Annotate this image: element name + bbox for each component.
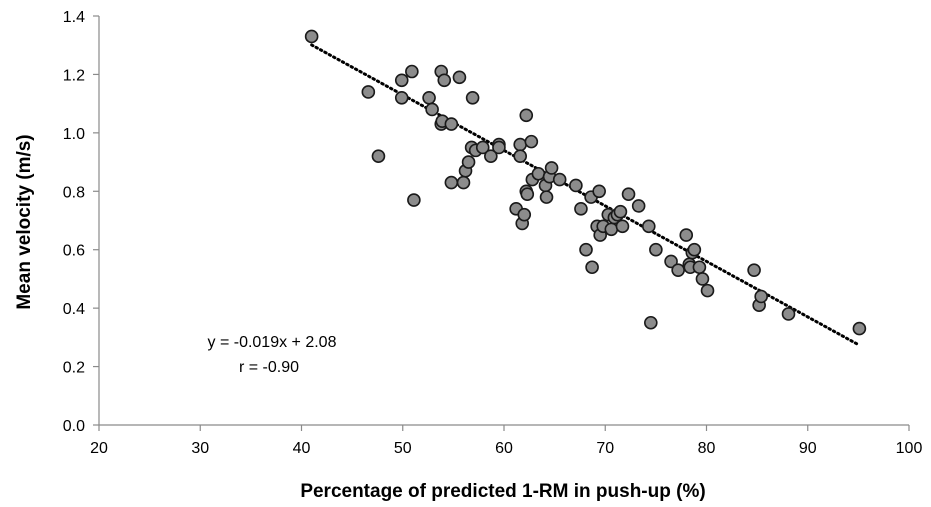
data-point: [531, 166, 546, 181]
x-axis-ticks: 20 30 40 50 60 70 80 90 100: [90, 425, 922, 457]
y-tick-label: 0.6: [63, 243, 85, 260]
correlation-annotation: r = -0.90: [239, 359, 299, 376]
data-point: [671, 263, 685, 277]
data-point: [592, 184, 606, 199]
data-point: [520, 187, 535, 202]
y-tick-label: 0.4: [63, 301, 85, 318]
data-point: [664, 254, 678, 269]
x-tick-label: 20: [90, 440, 108, 457]
data-point: [394, 73, 409, 88]
x-tick-label: 80: [698, 440, 716, 457]
y-tick-label: 0.2: [63, 360, 85, 377]
equation-annotation: y = -0.019x + 2.08: [208, 334, 337, 351]
data-point: [407, 193, 421, 207]
y-tick-label: 0.8: [63, 184, 85, 201]
data-point: [394, 91, 409, 105]
data-point: [695, 272, 710, 286]
data-point: [452, 70, 467, 85]
data-point: [437, 73, 452, 88]
x-tick-label: 30: [191, 440, 209, 457]
data-point: [492, 140, 506, 155]
data-point: [465, 91, 480, 105]
data-point: [641, 219, 656, 234]
x-tick-label: 100: [896, 440, 923, 457]
data-point: [444, 175, 459, 190]
data-point: [539, 190, 554, 204]
data-point: [304, 29, 319, 44]
data-point: [405, 64, 419, 79]
x-tick-label: 90: [799, 440, 817, 457]
y-tick-label: 1.2: [63, 67, 85, 84]
data-point: [513, 149, 528, 164]
data-point: [604, 222, 619, 237]
x-tick-label: 50: [394, 440, 412, 457]
data-point: [644, 315, 658, 330]
x-tick-label: 70: [596, 440, 614, 457]
data-point: [615, 219, 630, 234]
data-point: [700, 283, 715, 298]
data-point: [692, 260, 707, 275]
data-points: [304, 29, 867, 336]
data-point: [461, 155, 476, 169]
data-point: [371, 149, 386, 164]
data-point: [754, 289, 768, 304]
data-point: [544, 161, 559, 175]
y-axis-title: Mean velocity (m/s): [14, 134, 35, 309]
data-point: [569, 178, 583, 193]
data-point: [552, 172, 567, 187]
data-point: [513, 137, 528, 152]
data-point: [484, 149, 498, 164]
data-point: [456, 175, 471, 190]
data-point: [475, 140, 490, 155]
data-point: [574, 202, 588, 216]
data-point: [747, 263, 761, 277]
data-point: [425, 102, 439, 117]
data-point: [519, 108, 534, 123]
y-tick-label: 0.0: [63, 418, 85, 435]
x-tick-label: 40: [293, 440, 311, 457]
data-point: [631, 199, 646, 213]
data-point: [422, 91, 436, 105]
data-point: [621, 187, 636, 202]
data-point: [361, 85, 376, 99]
data-point: [679, 228, 694, 242]
y-axis-ticks: 0.0 0.2 0.4 0.6 0.8 1.0 1.2 1.4: [63, 9, 99, 435]
data-point: [781, 307, 796, 321]
y-tick-label: 1.0: [63, 126, 85, 143]
data-point: [613, 204, 628, 219]
data-point: [579, 242, 593, 257]
data-point: [649, 242, 663, 257]
plot-area: 20 30 40 50 60 70 80 90 100 0.0 0.2 0.4 0.6 0.8 1.0 1.…: [63, 9, 923, 457]
data-point: [585, 260, 599, 275]
data-point: [687, 242, 702, 257]
y-tick-label: 1.4: [63, 9, 85, 26]
data-point: [517, 207, 532, 222]
x-tick-label: 60: [495, 440, 513, 457]
x-axis-title: Percentage of predicted 1-RM in push-up …: [300, 481, 705, 502]
data-point: [444, 117, 459, 131]
data-point: [524, 134, 539, 149]
data-point: [852, 321, 867, 336]
